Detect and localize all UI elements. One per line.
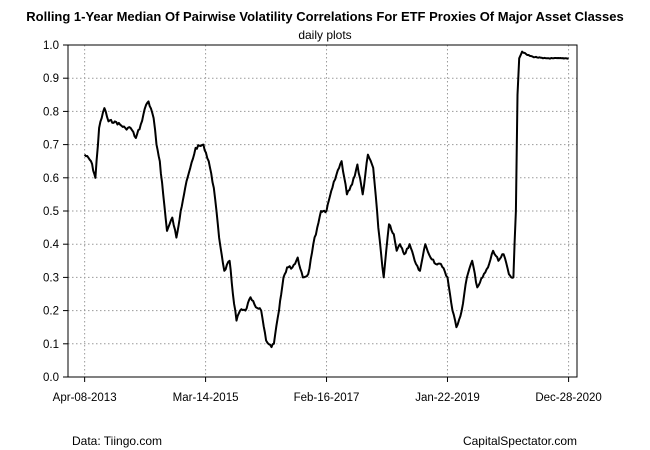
y-tick-label: 0.3 [43,272,59,284]
series-line [83,50,569,349]
x-tick-label: Feb-16-2017 [294,392,360,404]
y-tick-label: 0.7 [43,140,59,152]
publisher-label: CapitalSpectator.com [462,434,577,448]
chart-title: Rolling 1-Year Median Of Pairwise Volati… [26,9,624,24]
series-group [83,50,569,349]
y-tick-label: 1.0 [43,40,59,52]
y-tick-label: 0.9 [43,73,59,85]
y-tick-label: 0.6 [43,173,59,185]
chart-subtitle: daily plots [298,28,352,42]
x-tick-label: Dec-28-2020 [535,392,601,404]
x-tick-label: Apr-08-2013 [53,392,117,404]
y-tick-label: 0.5 [43,206,59,218]
axes: 0.0 0.1 0.2 0.3 0.4 0.5 0.6 0.7 0.8 0.9 1.0 Apr-08-… [43,40,602,404]
y-tick-label: 0.2 [43,306,59,318]
y-tick-label: 0.1 [43,339,59,351]
data-source-label: Data: Tiingo.com [72,434,163,448]
x-tick-label: Mar-14-2015 [173,392,239,404]
y-tick-label: 0.4 [43,239,60,251]
x-tick-label: Jan-22-2019 [415,392,480,404]
y-tick-label: 0.8 [43,106,59,118]
y-tick-label: 0.0 [43,372,59,384]
